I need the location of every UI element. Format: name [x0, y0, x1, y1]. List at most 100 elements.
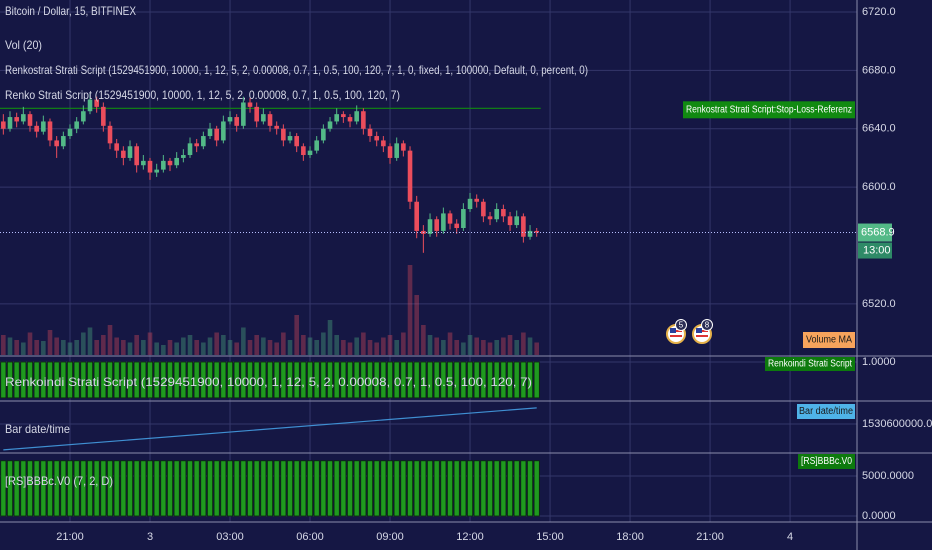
indicator-bar [107, 460, 114, 517]
candle-body [201, 136, 206, 147]
flag-stripe [670, 335, 682, 337]
candle-body [474, 198, 480, 202]
volume-bar [54, 337, 59, 355]
indicator-bar [327, 460, 334, 517]
countdown-tag [858, 242, 892, 259]
indicator-bar [353, 361, 360, 399]
candle-body [321, 128, 326, 141]
indicator-bar [507, 361, 514, 399]
volume-bar [34, 340, 39, 355]
indicator-bar [147, 361, 154, 399]
volume-bar [214, 332, 219, 355]
indicator-bar [120, 361, 127, 399]
candle-body [367, 128, 373, 137]
candle-body [274, 125, 279, 129]
volume-bar [327, 320, 333, 355]
indicator-bar [440, 460, 447, 517]
candle-body [187, 143, 193, 156]
volume-bar [247, 340, 253, 355]
x-tick-label: 06:00 [296, 531, 324, 543]
indicator-bar [133, 361, 140, 399]
indicator-bar [207, 361, 214, 399]
indicator-bar [467, 361, 474, 399]
countdown-label: 13:00 [863, 244, 891, 256]
x-tick-label: 21:00 [56, 531, 84, 543]
indicator-bar [513, 460, 520, 517]
candle-body [27, 114, 33, 126]
candle-body [227, 117, 233, 122]
candle-body [21, 114, 26, 122]
indicator-bar [227, 460, 234, 517]
volume-bar [514, 340, 520, 355]
indicator-bar [467, 460, 474, 517]
volume-bar [294, 315, 299, 355]
volume-bar [301, 335, 306, 355]
candle-body [387, 146, 393, 158]
volume-bar [314, 340, 319, 355]
symbol-title[interactable]: Bitcoin / Dollar, 15, BITFINEX [5, 4, 136, 18]
volume-bar [61, 340, 66, 355]
y-tick-label: 6720.0 [862, 6, 896, 18]
pane-legend[interactable]: [RS]BBBc.V0 (7, 2, D) [5, 474, 113, 488]
pane-legend[interactable]: Bar date/time [5, 422, 70, 436]
indicator-bar [13, 361, 20, 399]
volume-bar [414, 295, 419, 355]
x-tick-label: 21:00 [696, 531, 724, 543]
indicator-bar [213, 460, 220, 517]
indicator-bar [260, 361, 267, 399]
indicator-bar [20, 460, 27, 517]
indicator-bar [400, 460, 407, 517]
indicator-bar [493, 361, 500, 399]
stop-loss-label: Renkostrat Strati Script:Stop-Loss-Refer… [686, 104, 852, 115]
indicator-bar [320, 361, 327, 399]
indicator-bar [420, 460, 427, 517]
indicator-legend[interactable]: Renko Strati Script (1529451900, 10000, … [5, 88, 400, 102]
volume-bar [427, 335, 433, 355]
indicator-bar [87, 460, 94, 517]
volume-bar [534, 342, 540, 355]
candle-body [154, 169, 159, 173]
marks-layer [0, 93, 857, 517]
indicator-bar [447, 361, 454, 399]
volume-bar [241, 327, 246, 355]
indicator-bar [327, 361, 334, 399]
indicator-bar [393, 361, 400, 399]
indicator-bar [27, 460, 34, 517]
volume-bar [127, 342, 133, 355]
candle-body [47, 121, 53, 141]
volume-bar [447, 332, 453, 355]
indicator-bar [520, 361, 527, 399]
volume-bar [394, 340, 399, 355]
indicator-bar [107, 361, 114, 399]
indicator-bar [427, 361, 434, 399]
candle-body [87, 99, 93, 112]
volume-bar [101, 335, 106, 355]
indicator-legend[interactable]: Renkostrat Strati Script (1529451900, 10… [5, 63, 588, 77]
indicator-bar [380, 460, 387, 517]
candle-body [114, 143, 119, 151]
volume-bar [421, 325, 426, 355]
indicator-bar [433, 460, 440, 517]
indicator-bar [487, 361, 494, 399]
event-icon[interactable]: 8 [692, 319, 713, 344]
indicator-bar [267, 460, 274, 517]
indicator-bar [460, 361, 467, 399]
candle-body [14, 117, 19, 122]
pane-legend[interactable]: Renkoindi Strati Script (1529451900, 100… [5, 375, 532, 389]
volume-bar [147, 332, 153, 355]
candle-body [121, 150, 126, 158]
volume-bar [201, 342, 206, 355]
volume-bar [441, 340, 446, 355]
volume-bar [287, 340, 293, 355]
event-icon[interactable]: 5 [666, 319, 687, 344]
candle-body [81, 111, 86, 122]
volume-bar [87, 327, 93, 355]
indicator-bar [47, 460, 54, 517]
indicator-bar [340, 361, 347, 399]
flag-canton [696, 328, 702, 333]
candle-body [414, 201, 419, 231]
candle-body [167, 160, 173, 166]
indicator-bar [153, 460, 160, 517]
indicator-legend[interactable]: Vol (20) [5, 38, 42, 52]
